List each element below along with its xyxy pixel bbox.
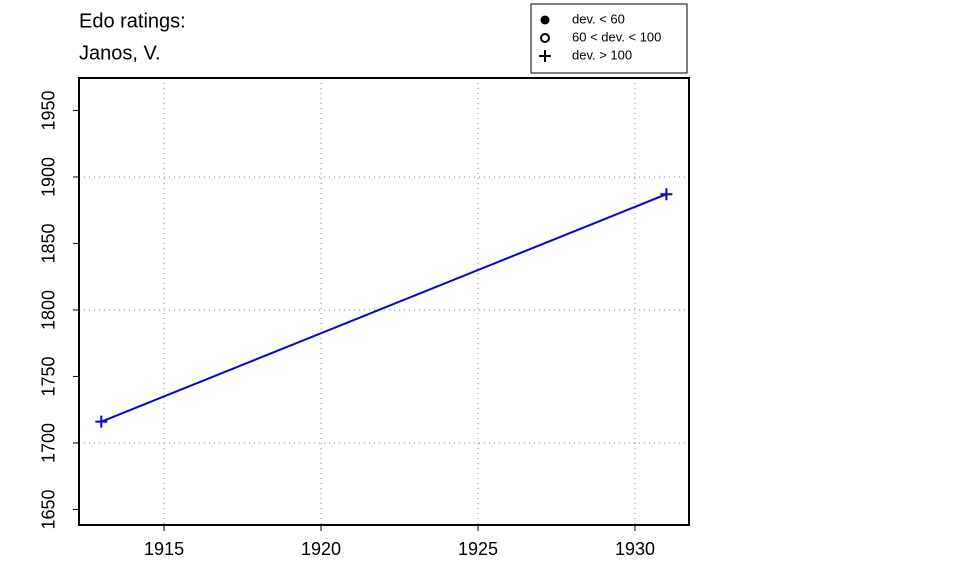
x-tick-label: 1930 — [615, 539, 655, 559]
legend-symbol — [540, 33, 550, 43]
legend-box — [530, 3, 688, 74]
chart-subtitle: Janos, V. — [79, 42, 161, 64]
y-tick-label: 1650 — [39, 489, 59, 529]
legend-label: dev. > 100 — [572, 47, 632, 62]
series-line — [100, 193, 667, 423]
x-tick-label: 1925 — [458, 539, 498, 559]
data-point — [660, 188, 673, 201]
y-tick-label: 1700 — [39, 423, 59, 463]
legend-label: 60 < dev. < 100 — [572, 29, 661, 44]
y-tick-label: 1800 — [39, 290, 59, 330]
chart-title: Edo ratings: — [79, 10, 186, 32]
legend-symbol — [540, 15, 550, 25]
y-tick-label: 1900 — [39, 157, 59, 197]
legend-label: dev. < 60 — [572, 11, 625, 26]
legend-symbol — [539, 50, 551, 62]
y-tick-label: 1950 — [39, 90, 59, 130]
y-tick-label: 1850 — [39, 223, 59, 263]
x-tick-label: 1915 — [144, 539, 184, 559]
x-tick-label: 1920 — [301, 539, 341, 559]
y-tick-label: 1750 — [39, 356, 59, 396]
data-point — [95, 415, 108, 428]
plot-frame — [78, 77, 690, 526]
